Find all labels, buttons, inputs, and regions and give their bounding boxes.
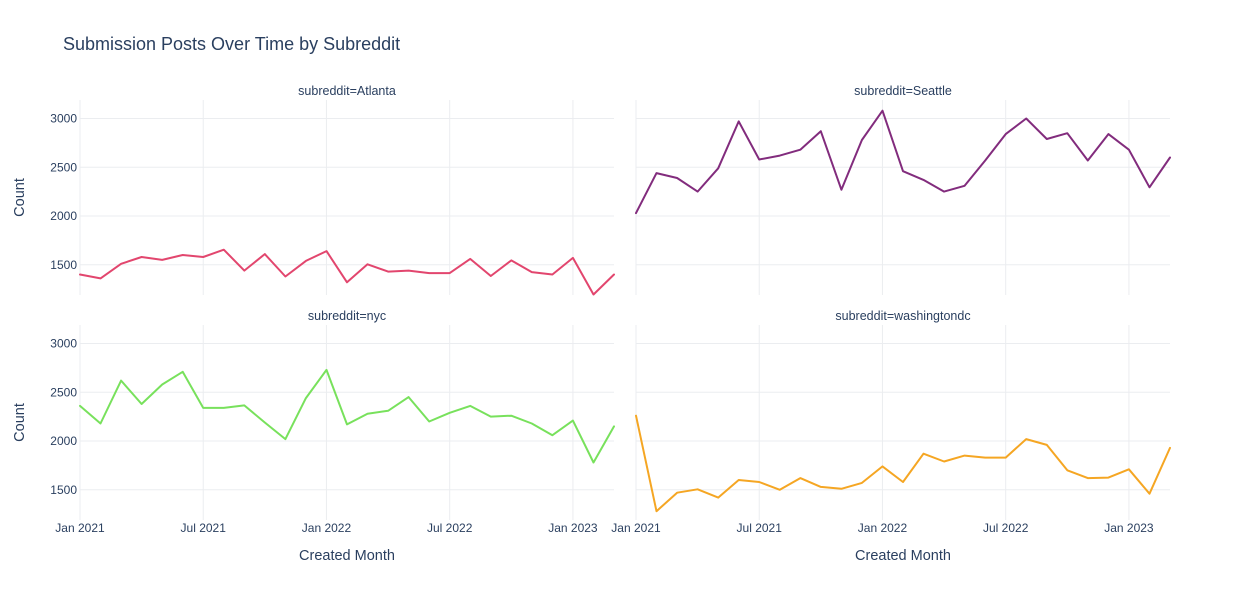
panel-washingtondc: subreddit=washingtondc Jan 2021 Jul 2021 Ja… [611,309,1171,564]
y-axis-title: Count [12,403,28,442]
panel-atlanta: subreddit=Atlanta 1500 2000 2500 3000 Count [12,84,615,296]
y-tick-label: 2500 [50,385,77,399]
y-tick-label: 1500 [50,483,77,497]
x-tick-label: Jul 2021 [737,521,783,535]
panel-nyc: subreddit=nyc 1500 2000 2500 3000 Count Jan 20… [12,309,615,564]
x-tick-label: Jan 2023 [1104,521,1154,535]
y-tick-label: 1500 [50,258,77,272]
chart-title: Submission Posts Over Time by Subreddit [63,34,400,54]
y-axis-title: Count [12,178,28,217]
series-line-atlanta[interactable] [79,248,615,296]
x-axis-title: Created Month [855,548,951,564]
x-tick-label: Jul 2022 [983,521,1029,535]
panels: subreddit=Atlanta1500200025003000Countsu… [12,84,1171,564]
x-tick-label: Jul 2021 [181,521,227,535]
y-tick-label: 2000 [50,209,77,223]
x-tick-label: Jan 2023 [548,521,598,535]
x-axis-title: Created Month [299,548,395,564]
x-tick-label: Jan 2021 [55,521,105,535]
y-tick-label: 2500 [50,160,77,174]
y-tick-label: 2000 [50,434,77,448]
x-tick-label: Jul 2022 [427,521,473,535]
x-tick-label: Jan 2022 [858,521,908,535]
series-line-seattle[interactable] [635,109,1171,215]
panel-title: subreddit=Atlanta [298,84,396,98]
panel-seattle: subreddit=Seattle [635,84,1171,295]
x-tick-label: Jan 2021 [611,521,661,535]
series-line-washingtondc[interactable] [635,414,1171,513]
panel-title: subreddit=washingtondc [835,309,970,323]
series-line-nyc[interactable] [79,368,615,464]
panel-title: subreddit=Seattle [854,84,952,98]
y-tick-label: 3000 [50,112,77,126]
x-tick-label: Jan 2022 [302,521,352,535]
y-tick-label: 3000 [50,337,77,351]
panel-title: subreddit=nyc [308,309,386,323]
